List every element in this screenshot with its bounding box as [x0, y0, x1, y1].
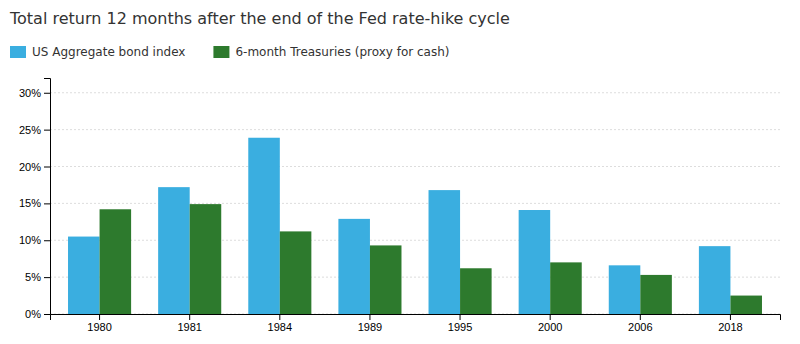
x-tick-mark [550, 314, 551, 320]
x-tick-mark [640, 314, 641, 320]
y-tick-label: 20% [19, 161, 41, 173]
x-tick: 1984 [268, 314, 292, 333]
legend-label: 6-month Treasuries (proxy for cash) [235, 45, 449, 59]
title: Total return 12 months after the end of … [9, 9, 510, 28]
y-tick-mark [44, 130, 50, 131]
bar [338, 219, 370, 314]
bar [640, 275, 672, 314]
legend-swatch [10, 46, 26, 58]
x-tick: 2018 [718, 314, 742, 333]
y-tick: 0% [25, 308, 50, 320]
y-tick-label: 5% [25, 271, 41, 283]
bar [370, 245, 402, 314]
y-tick-mark [44, 314, 50, 315]
y-tick-mark [44, 240, 50, 241]
y-tick: 25% [19, 124, 50, 136]
x-tick: 1980 [87, 314, 111, 333]
y-axis: 0% 5% 10% 15% 20% 25% 30% [19, 79, 51, 321]
x-tick-mark [99, 314, 100, 320]
y-tick-label: 15% [19, 197, 41, 209]
x-tick: 2006 [628, 314, 652, 333]
x-tick: 2000 [538, 314, 562, 333]
legend-item: US Aggregate bond index [10, 45, 185, 59]
y-tick-mark [44, 93, 50, 94]
y-tick: 5% [25, 271, 50, 283]
x-tick-mark [460, 314, 461, 320]
x-tick-mark [369, 314, 370, 320]
y-tick-label: 0% [25, 308, 41, 320]
bar [460, 268, 492, 314]
legend-swatch [213, 46, 229, 58]
x-tick-mark [730, 314, 731, 320]
y-tick: 20% [19, 161, 50, 173]
legend-label: US Aggregate bond index [32, 45, 185, 59]
x-axis-line [51, 315, 781, 321]
x-tick: 1995 [448, 314, 472, 333]
bar [68, 237, 100, 314]
x-tick-label: 1981 [177, 321, 201, 333]
y-tick-mark [44, 203, 50, 204]
x-tick-label: 1984 [268, 321, 292, 333]
x-tick-label: 2018 [718, 321, 742, 333]
y-tick-mark [44, 167, 50, 168]
legend: US Aggregate bond index 6-month Treasurie… [10, 45, 449, 59]
series [68, 138, 730, 314]
bar [280, 231, 312, 314]
bar [429, 190, 461, 314]
y-tick-label: 30% [19, 87, 41, 99]
x-tick: 1989 [358, 314, 382, 333]
bar [158, 187, 190, 314]
y-tick: 15% [19, 197, 50, 209]
x-tick-label: 1989 [358, 321, 382, 333]
grid-line [50, 129, 780, 130]
x-tick-label: 1995 [448, 321, 472, 333]
chart: Total return 12 months after the end of … [0, 0, 800, 344]
x-tick-mark [279, 314, 280, 320]
bar [519, 210, 551, 314]
bar [609, 265, 641, 314]
x-tick-label: 2000 [538, 321, 562, 333]
bar [248, 138, 280, 314]
bars [68, 138, 762, 314]
x-axis: 1980 1981 1984 1989 1995 2000 2006 2018 [51, 314, 781, 333]
x-tick-label: 2006 [628, 321, 652, 333]
x-tick-label: 1980 [87, 321, 111, 333]
bar [550, 262, 582, 314]
y-axis-line [44, 79, 51, 315]
y-tick: 30% [19, 87, 50, 99]
bar [100, 209, 132, 314]
bar [190, 204, 222, 314]
legend-item: 6-month Treasuries (proxy for cash) [213, 45, 449, 59]
y-tick-label: 10% [19, 234, 41, 246]
y-tick-mark [44, 277, 50, 278]
grid-line [50, 166, 780, 167]
bar [699, 246, 731, 314]
y-tick: 10% [19, 234, 50, 246]
series [100, 204, 762, 314]
x-tick: 1981 [177, 314, 201, 333]
x-tick-mark [189, 314, 190, 320]
plot: 1980 1981 1984 1989 1995 2000 2006 2018 0% 5% 10% 1… [19, 79, 781, 333]
bar [730, 296, 762, 314]
y-tick-label: 25% [19, 124, 41, 136]
grid-line [50, 92, 780, 93]
grid [50, 93, 780, 314]
